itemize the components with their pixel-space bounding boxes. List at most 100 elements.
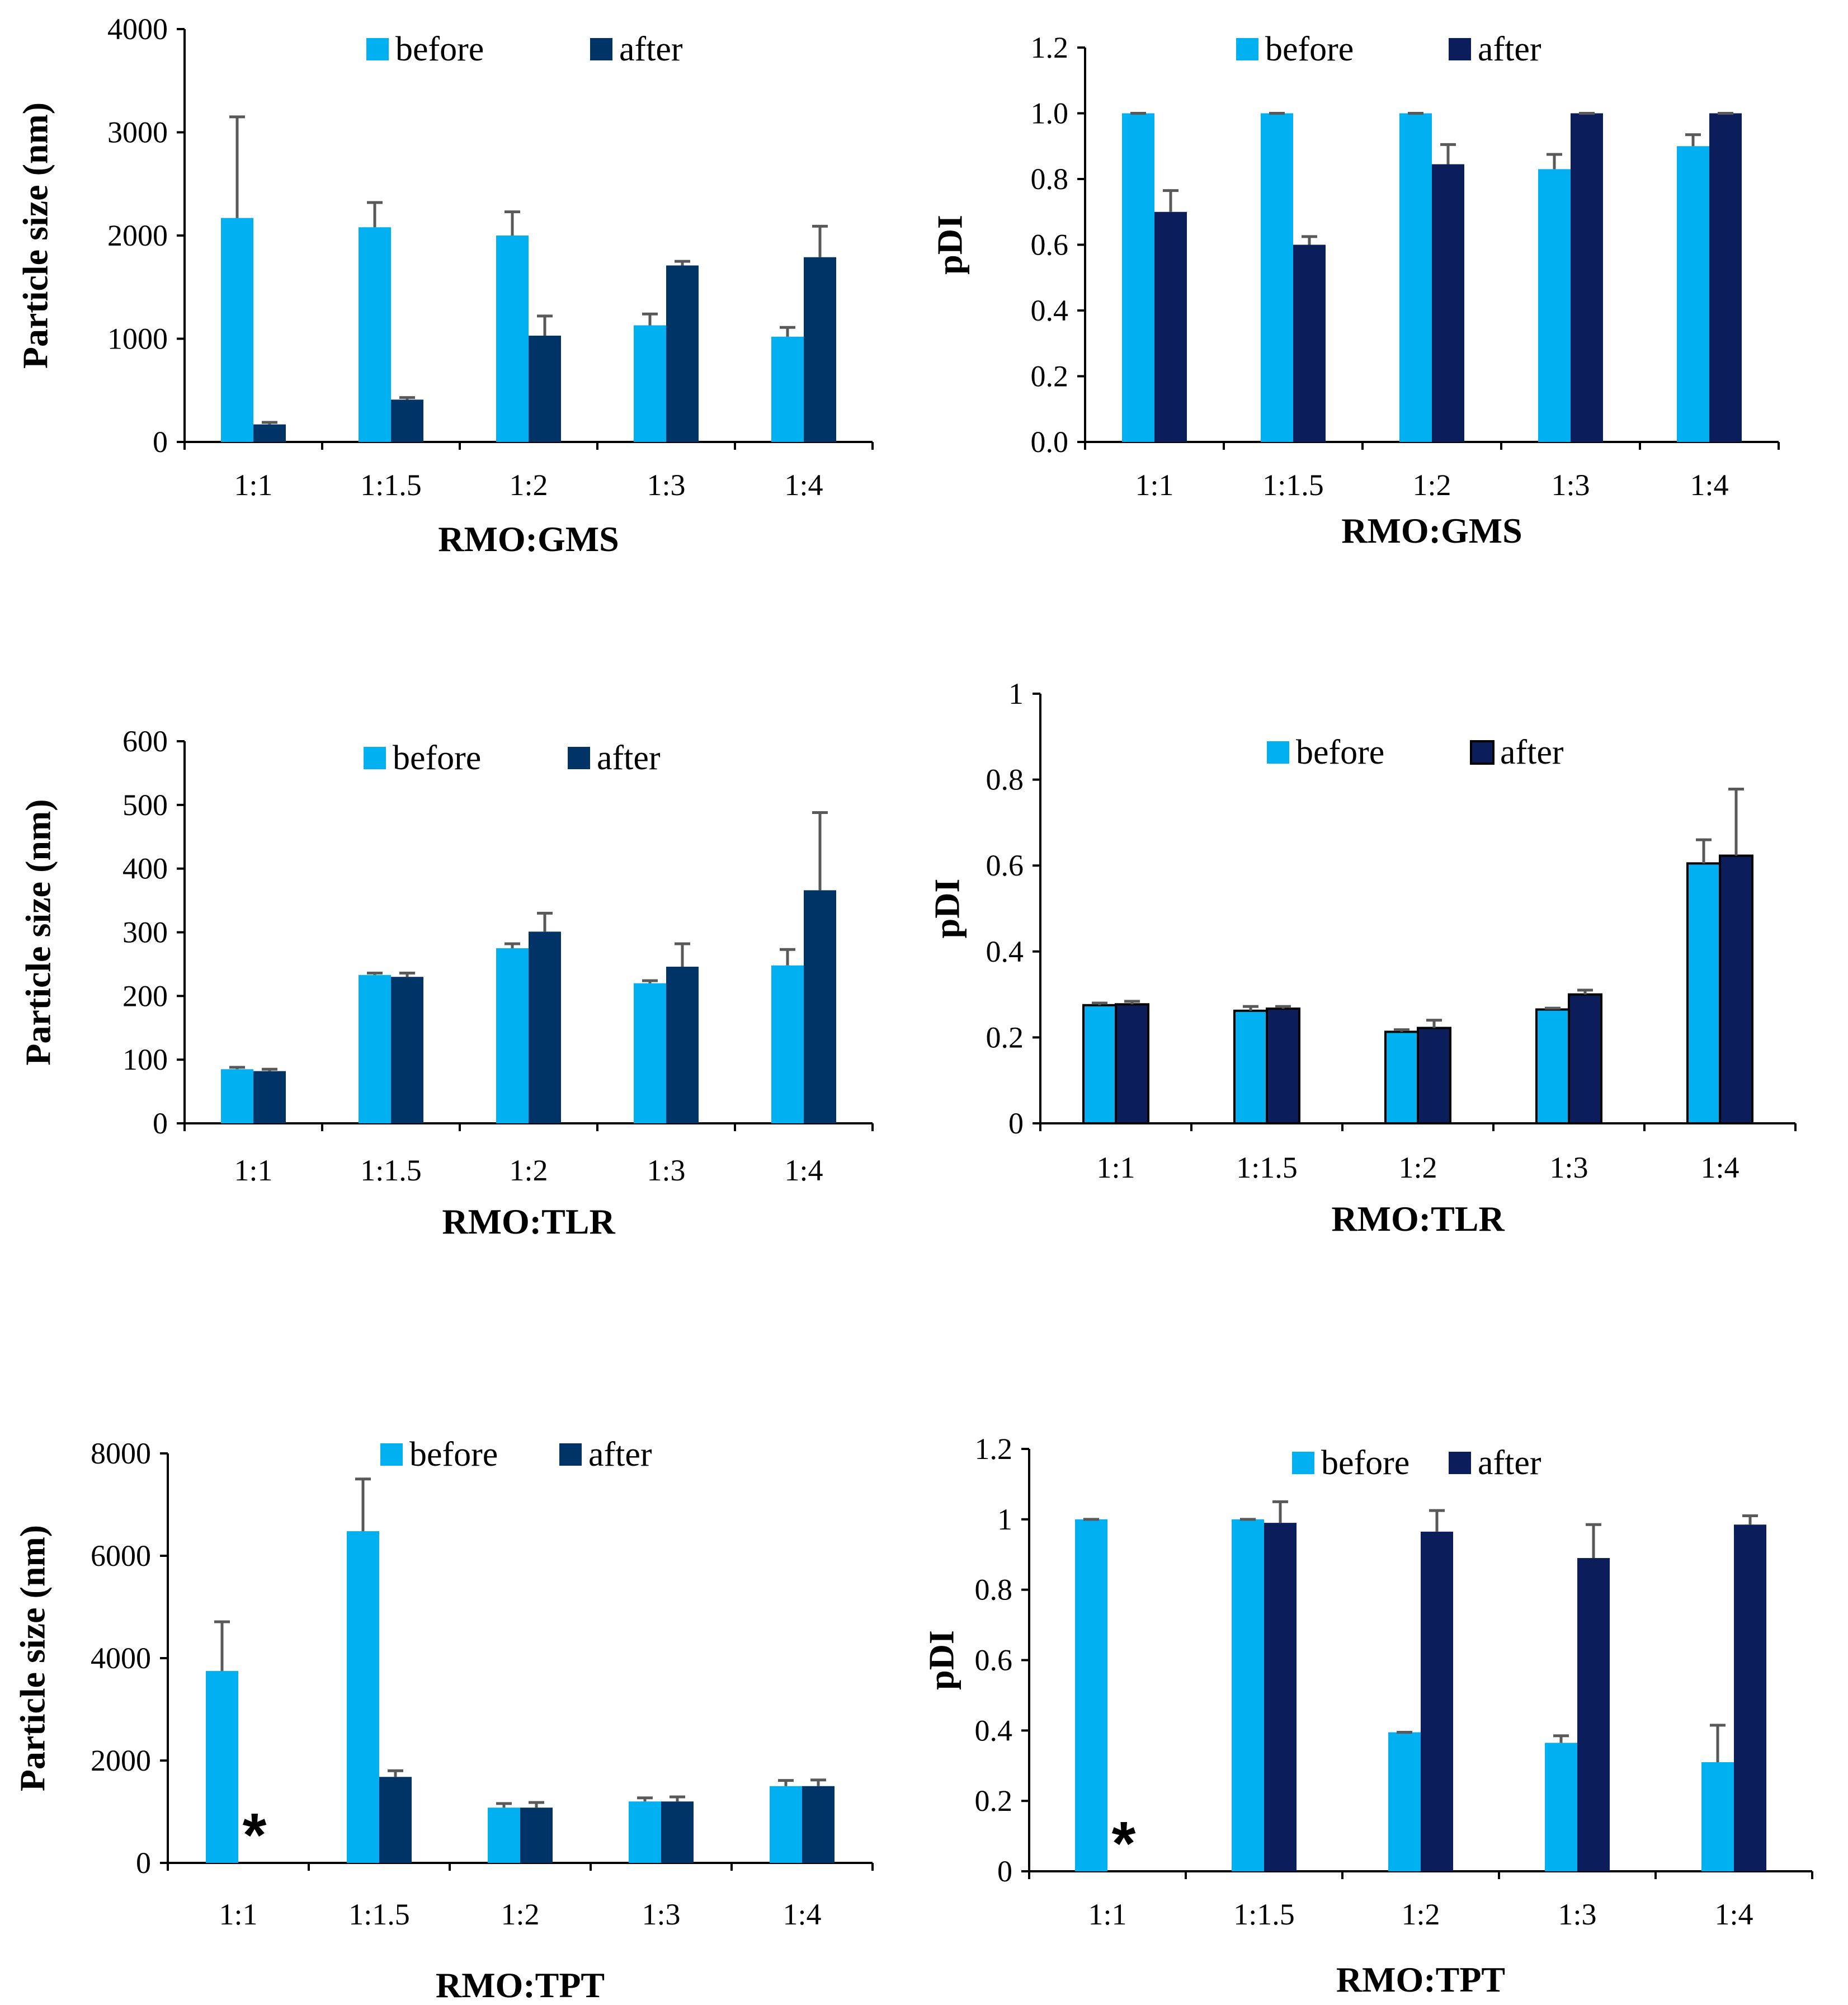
bar-after-1:2 xyxy=(1432,164,1464,442)
y-tick-label: 0.8 xyxy=(986,763,1024,797)
y-tick-label: 0.4 xyxy=(986,935,1024,968)
y-tick-label: 0.8 xyxy=(975,1573,1013,1607)
legend-swatch-after xyxy=(1449,1452,1471,1474)
legend-label-after: after xyxy=(1478,30,1541,68)
y-axis-label: Particle size (nm) xyxy=(13,1525,53,1791)
y-axis-label: Particle size (nm) xyxy=(16,102,55,369)
bar-after-1:3 xyxy=(666,966,699,1123)
x-tick-label: 1:1.5 xyxy=(1262,468,1324,502)
bar-after-1:2 xyxy=(1421,1531,1453,1871)
x-tick-label: 1:2 xyxy=(509,1154,548,1187)
bar-before-1:1.5 xyxy=(1261,113,1293,442)
x-tick-label: 1:4 xyxy=(1700,1151,1739,1184)
y-tick-label: 1.0 xyxy=(1031,97,1069,130)
x-tick-label: 1:2 xyxy=(509,468,548,502)
bar-before-1:1 xyxy=(1122,113,1154,442)
x-axis-label: RMO:GMS xyxy=(438,519,619,559)
y-tick-label: 0.8 xyxy=(1031,162,1069,196)
legend-label-after: after xyxy=(597,739,661,777)
y-tick-label: 8000 xyxy=(91,1437,151,1470)
bar-after-1:2 xyxy=(529,931,561,1123)
legend-label-before: before xyxy=(1265,30,1354,68)
bar-after-1:2 xyxy=(529,335,561,442)
y-tick-label: 0.6 xyxy=(986,849,1024,882)
bar-before-1:2 xyxy=(488,1808,520,1863)
bar-before-1:3 xyxy=(1538,169,1571,442)
y-tick-label: 2000 xyxy=(107,219,168,252)
bar-after-1:1.5 xyxy=(1266,1007,1300,1124)
x-tick-label: 1:3 xyxy=(642,1898,680,1931)
bar-after-1:2 xyxy=(520,1808,553,1863)
legend-label-after: after xyxy=(619,30,683,68)
bar-before-1:1 xyxy=(1082,1004,1117,1125)
legend-label-before: before xyxy=(409,1435,498,1474)
bar-after-1:1.5 xyxy=(391,399,423,442)
bar-after-1:1 xyxy=(1154,211,1187,442)
bar-before-1:2 xyxy=(1384,1030,1419,1125)
y-tick-label: 600 xyxy=(122,724,168,758)
y-tick-label: 100 xyxy=(122,1043,168,1076)
legend-label-after: after xyxy=(588,1435,652,1474)
y-tick-label: 0.2 xyxy=(1031,360,1069,393)
y-axis-label: pDI xyxy=(922,1630,961,1690)
bar-after-1:4 xyxy=(1719,854,1753,1124)
chart-panel-tpt-pdi: 0 0.2 0.4 0.6 0.8 1 1.2 1:1 * 1:1.5 1:2 1:3 1:4 pDI RM… xyxy=(922,1432,1813,1999)
chart-panel-gms-pdi: 0.0 0.2 0.4 0.6 0.8 1.0 1.2 1:1 1:1.5 1:2 1:3 1:4 pD… xyxy=(930,30,1780,550)
x-tick-label: 1:3 xyxy=(1551,468,1590,502)
x-tick-label: 1:1 xyxy=(234,468,272,502)
y-tick-label: 3000 xyxy=(107,116,168,149)
bar-before-1:1 xyxy=(221,218,253,442)
x-tick-label: 1:4 xyxy=(1690,468,1728,502)
x-tick-label: 1:2 xyxy=(1401,1898,1440,1931)
legend-swatch-after xyxy=(568,747,590,769)
y-tick-label: 6000 xyxy=(91,1539,151,1573)
bar-before-1:3 xyxy=(1535,1008,1570,1124)
x-axis-label: RMO:TLR xyxy=(442,1202,615,1241)
y-axis-label: Particle size (nm) xyxy=(18,799,58,1065)
bar-before-1:4 xyxy=(1677,146,1709,442)
legend-label-after: after xyxy=(1500,733,1564,771)
x-tick-label: 1:1.5 xyxy=(360,468,422,502)
y-tick-label: 300 xyxy=(122,916,168,949)
x-tick-label: 1:1.5 xyxy=(1233,1898,1295,1931)
x-tick-label: 1:3 xyxy=(1549,1151,1588,1184)
y-tick-label: 1.2 xyxy=(975,1432,1013,1466)
bar-after-1:1 xyxy=(1115,1003,1149,1125)
x-tick-label: 1:1.5 xyxy=(360,1154,422,1187)
x-tick-label: 1:4 xyxy=(1714,1898,1753,1931)
bar-after-1:2 xyxy=(1417,1027,1451,1125)
bar-after-1:4 xyxy=(804,890,836,1123)
y-tick-label: 500 xyxy=(122,788,168,822)
y-tick-label: 4000 xyxy=(107,12,168,46)
bar-after-1:3 xyxy=(1568,993,1602,1124)
x-tick-label: 1:4 xyxy=(784,468,823,502)
x-tick-label: 1:3 xyxy=(647,1154,685,1187)
bar-after-1:1.5 xyxy=(379,1777,412,1863)
bar-before-1:4 xyxy=(770,1786,802,1863)
x-tick-label: 1:1 xyxy=(1088,1898,1126,1931)
x-tick-label: 1:1.5 xyxy=(348,1898,410,1931)
x-tick-label: 1:3 xyxy=(647,468,685,502)
y-tick-label: 0 xyxy=(1008,1107,1024,1140)
bar-before-1:2 xyxy=(496,948,529,1123)
x-tick-label: 1:4 xyxy=(784,1154,823,1187)
x-tick-label: 1:1.5 xyxy=(1236,1151,1298,1184)
bar-before-1:2 xyxy=(1399,113,1432,442)
bar-before-1:1.5 xyxy=(359,227,391,442)
legend-swatch-before xyxy=(366,38,389,60)
y-tick-label: 0 xyxy=(153,425,168,459)
bar-after-1:1 xyxy=(253,1071,286,1123)
y-tick-label: 0 xyxy=(136,1846,151,1880)
y-tick-label: 0.2 xyxy=(986,1020,1024,1054)
bar-after-1:1.5 xyxy=(1264,1523,1297,1871)
y-tick-label: 2000 xyxy=(91,1744,151,1777)
x-tick-label: 1:2 xyxy=(1412,468,1451,502)
y-tick-label: 0.0 xyxy=(1031,425,1069,459)
bar-before-1:4 xyxy=(1701,1762,1734,1871)
y-axis-label: pDI xyxy=(930,215,970,275)
legend-swatch-after xyxy=(1449,38,1471,60)
bar-before-1:2 xyxy=(496,236,529,442)
y-tick-label: 400 xyxy=(122,852,168,886)
bar-before-1:3 xyxy=(634,325,666,442)
x-tick-label: 1:1 xyxy=(219,1898,257,1931)
